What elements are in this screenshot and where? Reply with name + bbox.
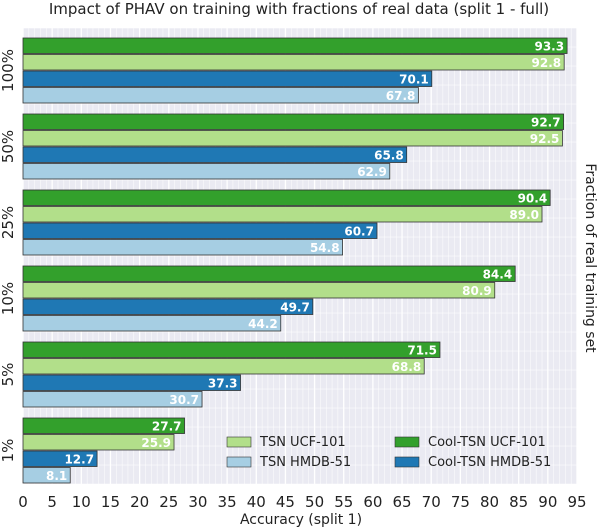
x-tick-label: 25 bbox=[159, 493, 178, 511]
bar-value-label: 90.4 bbox=[518, 191, 548, 205]
bar-value-label: 27.7 bbox=[152, 419, 182, 433]
x-tick-label: 5 bbox=[47, 493, 57, 511]
bar bbox=[22, 163, 391, 180]
bar bbox=[22, 341, 441, 358]
legend-label: Cool-TSN HMDB-51 bbox=[428, 455, 551, 470]
bar-value-label: 54.8 bbox=[310, 241, 340, 255]
bar-value-label: 30.7 bbox=[169, 393, 199, 407]
x-tick-label: 60 bbox=[363, 493, 382, 511]
bar-value-label: 65.8 bbox=[374, 148, 404, 162]
bar bbox=[22, 467, 71, 484]
x-tick-label: 65 bbox=[393, 493, 412, 511]
bar bbox=[22, 374, 241, 391]
legend-swatch bbox=[394, 436, 420, 448]
bar bbox=[22, 87, 419, 104]
bar-value-label: 37.3 bbox=[208, 376, 238, 390]
bar-value-label: 49.7 bbox=[280, 300, 310, 314]
bar bbox=[22, 417, 185, 434]
bar-value-label: 62.9 bbox=[357, 165, 387, 179]
x-tick-label: 50 bbox=[305, 493, 324, 511]
x-tick-label: 40 bbox=[247, 493, 266, 511]
bars bbox=[22, 37, 568, 484]
x-tick-label: 30 bbox=[188, 493, 207, 511]
bar bbox=[22, 265, 516, 282]
bar-value-label: 92.5 bbox=[530, 132, 560, 146]
legend-label: Cool-TSN UCF-101 bbox=[428, 435, 546, 450]
bar bbox=[22, 282, 496, 299]
bar bbox=[22, 189, 551, 206]
legend-swatch bbox=[226, 436, 252, 448]
bar bbox=[22, 391, 203, 408]
bar bbox=[22, 37, 568, 54]
x-tick-labels: 0 5 10 15 20 25 30 35 40 45 50 55 60 65 70 75 80 85 90 95 bbox=[18, 493, 586, 511]
bar bbox=[22, 358, 425, 375]
x-tick-label: 85 bbox=[509, 493, 528, 511]
bar bbox=[22, 315, 282, 332]
bar-value-label: 80.9 bbox=[462, 284, 492, 298]
x-tick-label: 90 bbox=[538, 493, 557, 511]
bar bbox=[22, 113, 564, 130]
bar bbox=[22, 222, 378, 239]
bar-labels: 93.3 92.8 70.1 67.8 92.7 92.5 65.8 62.9 90.4 89.0… bbox=[46, 39, 564, 483]
bar-value-label: 93.3 bbox=[534, 39, 564, 53]
x-tick-label: 55 bbox=[334, 493, 353, 511]
y-tick-label: 50% bbox=[0, 130, 17, 163]
bar-value-label: 8.1 bbox=[46, 469, 67, 483]
legend-label: TSN UCF-101 bbox=[259, 435, 346, 450]
legend-swatch bbox=[226, 456, 252, 468]
bar bbox=[22, 130, 563, 147]
y-tick-label: 10% bbox=[0, 282, 17, 315]
bar bbox=[22, 206, 543, 223]
x-tick-label: 35 bbox=[218, 493, 237, 511]
bar bbox=[22, 298, 314, 315]
x-tick-label: 45 bbox=[276, 493, 295, 511]
bar bbox=[22, 70, 433, 87]
x-tick-label: 75 bbox=[451, 493, 470, 511]
x-tick-label: 10 bbox=[72, 493, 91, 511]
bar bbox=[22, 239, 343, 256]
bar-value-label: 68.8 bbox=[392, 360, 422, 374]
y-tick-label: 100% bbox=[0, 49, 17, 92]
bar-value-label: 89.0 bbox=[509, 208, 539, 222]
bar-value-label: 84.4 bbox=[483, 267, 513, 281]
bar-value-label: 67.8 bbox=[386, 89, 416, 103]
bar-value-label: 12.7 bbox=[64, 452, 94, 466]
bar bbox=[22, 54, 565, 71]
grid-lines bbox=[22, 27, 578, 485]
bar-value-label: 92.8 bbox=[532, 56, 562, 70]
x-tick-label: 15 bbox=[101, 493, 120, 511]
bar-value-label: 92.7 bbox=[531, 115, 561, 129]
y-tick-label: 25% bbox=[0, 206, 17, 239]
x-tick-label: 20 bbox=[130, 493, 149, 511]
y-tick-labels: 100% 50% 25% 10% 5% 1% bbox=[0, 49, 17, 462]
bar-value-label: 60.7 bbox=[344, 224, 374, 238]
chart-title: Impact of PHAV on training with fraction… bbox=[49, 0, 549, 18]
x-tick-label: 80 bbox=[480, 493, 499, 511]
bar-value-label: 70.1 bbox=[399, 72, 429, 86]
legend-label: TSN HMDB-51 bbox=[259, 455, 351, 470]
legend: TSN UCF-101 Cool-TSN UCF-101 TSN HMDB-51 Co… bbox=[226, 435, 551, 470]
bar bbox=[22, 450, 98, 467]
legend-swatch bbox=[394, 456, 420, 468]
bar-value-label: 71.5 bbox=[407, 343, 437, 357]
bar bbox=[22, 146, 408, 163]
x-tick-label: 95 bbox=[567, 493, 586, 511]
bar-value-label: 25.9 bbox=[141, 436, 171, 450]
x-tick-label: 0 bbox=[18, 493, 28, 511]
x-tick-label: 70 bbox=[422, 493, 441, 511]
bar-value-label: 44.2 bbox=[248, 317, 278, 331]
y-tick-label: 5% bbox=[0, 363, 17, 387]
bar bbox=[22, 434, 175, 451]
x-axis-label: Accuracy (split 1) bbox=[240, 512, 362, 527]
y-tick-label: 1% bbox=[0, 439, 17, 463]
y-axis-label: Fraction of real training set bbox=[582, 163, 598, 353]
